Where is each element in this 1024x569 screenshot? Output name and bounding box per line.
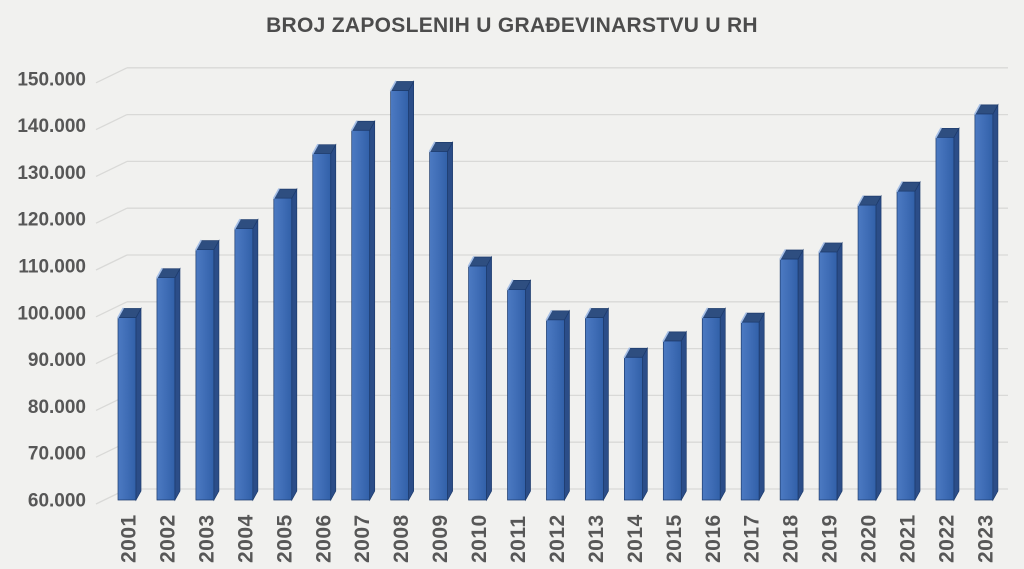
x-axis-tick-label: 2004 — [234, 514, 257, 563]
bar-2009 — [428, 140, 454, 502]
gridline — [95, 113, 1008, 131]
x-axis-tick-label: 2003 — [195, 514, 218, 563]
y-axis-tick-label: 150.000 — [17, 69, 86, 90]
bar-2005 — [273, 187, 298, 502]
bar-2018 — [779, 248, 804, 502]
y-axis-tick-label: 90.000 — [28, 350, 86, 371]
x-axis-tick-label: 2010 — [468, 514, 491, 563]
x-axis-tick-label: 2013 — [585, 514, 608, 563]
bar-2020 — [857, 194, 882, 502]
bar-2003 — [195, 239, 220, 502]
bar-2022 — [935, 126, 960, 502]
bar-2008 — [389, 80, 415, 502]
x-axis-tick-label: 2023 — [974, 514, 997, 563]
y-axis-tick-label: 60.000 — [28, 491, 86, 512]
y-axis-tick-label: 110.000 — [18, 257, 86, 278]
x-axis-tick-label: 2019 — [819, 514, 842, 563]
bars — [117, 80, 999, 502]
bar-2001 — [117, 307, 142, 502]
bar-2011 — [506, 279, 532, 502]
x-axis-labels: 2001 2002 2003 2004 2005 2006 2007 2008 2009 2010… — [118, 514, 998, 563]
x-axis-tick-label: 2018 — [780, 514, 803, 563]
y-axis-tick-label: 100.000 — [17, 303, 86, 324]
x-axis-tick-label: 2021 — [897, 514, 920, 563]
x-axis-tick-label: 2015 — [663, 514, 686, 563]
bar-2016 — [701, 307, 726, 502]
bar-2021 — [896, 180, 921, 502]
x-axis-tick-label: 2001 — [118, 514, 141, 563]
y-axis-tick-label: 130.000 — [17, 163, 86, 184]
bar-2015 — [662, 330, 687, 502]
x-axis-tick-label: 2008 — [390, 514, 413, 563]
bar-2004 — [234, 218, 259, 502]
y-axis-tick-label: 80.000 — [28, 397, 86, 418]
bar-2014 — [623, 346, 648, 502]
bar-2002 — [156, 267, 181, 502]
x-axis-tick-label: 2014 — [624, 514, 647, 563]
chart-title: BROJ ZAPOSLENIH U GRAĐEVINARSTVU U RH — [266, 14, 758, 37]
bar-2019 — [818, 241, 843, 502]
gridline — [95, 160, 1008, 177]
gridline — [95, 67, 1008, 84]
y-axis-tick-label: 140.000 — [17, 116, 86, 137]
x-axis-tick-label: 2007 — [351, 514, 374, 563]
bar-2023 — [974, 103, 999, 502]
x-axis-tick-label: 2017 — [741, 514, 764, 563]
y-axis-tick-label: 120.000 — [17, 210, 86, 231]
x-axis-tick-label: 2016 — [702, 514, 725, 563]
bar-2006 — [311, 143, 337, 502]
x-axis-tick-label: 2022 — [935, 514, 958, 563]
bar-2010 — [467, 255, 493, 502]
y-axis-tick-label: 70.000 — [28, 444, 86, 465]
bar-2017 — [740, 311, 765, 502]
bar-2007 — [350, 119, 376, 502]
x-axis-tick-label: 2020 — [858, 514, 881, 563]
y-axis-labels: 60.000 70.000 80.000 90.000 100.000 110.000 12… — [17, 69, 86, 511]
bar-2012 — [545, 309, 571, 502]
x-axis-tick-label: 2002 — [156, 514, 179, 563]
x-axis-tick-label: 2011 — [507, 515, 530, 563]
bar-2013 — [584, 307, 609, 502]
x-axis-tick-label: 2012 — [546, 514, 569, 563]
x-axis-tick-label: 2006 — [312, 514, 335, 563]
x-axis-tick-label: 2009 — [429, 514, 452, 563]
x-axis-tick-label: 2005 — [273, 514, 296, 563]
